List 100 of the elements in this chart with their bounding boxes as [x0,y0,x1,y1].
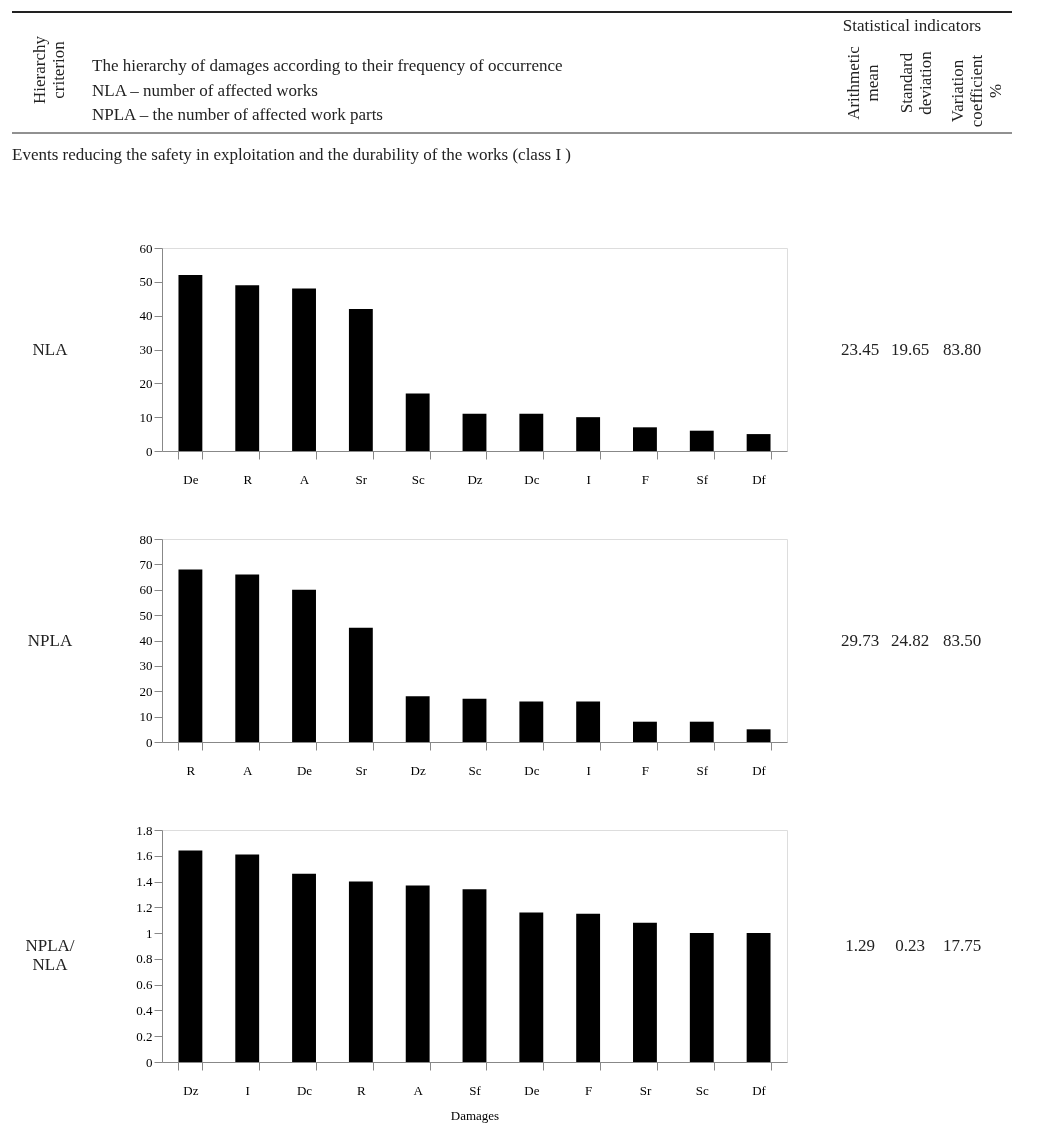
y-axis-title: NPLA [27,630,73,650]
bar [689,430,714,451]
y-tick-label: 1.2 [136,899,153,915]
bar [348,627,373,742]
x-tick-label: A [243,762,254,778]
bar [178,569,203,742]
x-tick-label: Sf [696,471,709,487]
x-tick-label: Dz [467,471,483,487]
chart-title: Events reducing the safety in exploitation and the durability of the works (class I ) [12,145,571,164]
y-tick-label: 80 [139,531,153,547]
text: The hierarchy of damages according to their frequency of occurrence [92,56,563,75]
bar [633,427,657,451]
text: 83.80 [942,339,982,359]
y-axis-title: NLA [32,339,69,359]
text: 29.73 [840,630,880,650]
text: 0.23 [895,936,925,955]
bar [405,885,430,1062]
text: 19.65 [890,339,930,359]
x-tick-label: A [299,471,310,487]
x-tick-label: Sr [639,1082,652,1098]
x-tick-label: F [641,471,650,487]
text: 1.29 [845,936,875,955]
x-tick-label: De [296,762,313,778]
y-tick-label: 30 [139,658,153,674]
text: 23.45 [840,339,880,359]
bar [519,701,544,742]
bar [178,850,203,1062]
y-tick-label: 20 [139,375,153,391]
bar [519,912,544,1062]
x-tick-label: I [586,471,591,487]
x-tick-label: Df [752,1082,767,1098]
x-tick-label: Sf [696,762,709,778]
bar [292,589,316,742]
x-tick-label: Dc [524,471,540,487]
y-tick-label: 20 [139,683,153,699]
y-tick-label: 0.2 [136,1028,153,1044]
y-tick-label: 40 [139,633,153,648]
bar [746,729,771,742]
bar [633,721,657,742]
y-tick-label: 30 [139,342,153,357]
bar [519,413,544,451]
y-tick-label: 40 [139,308,153,324]
text: Variation coefficient % [948,54,1005,128]
y-tick-label: 10 [139,709,153,725]
x-tick-label: F [641,762,650,778]
bar [405,393,430,451]
text: NPLA – the number of affected work parts [92,105,383,124]
y-tick-label: 0 [146,1054,153,1070]
x-tick-label: Sr [355,762,368,778]
y-tick-label: 70 [139,556,153,572]
x-tick-label: Dz [183,1082,199,1098]
x-tick-label: Sc [411,471,425,487]
bar [292,873,316,1062]
text: 83.50 [942,630,982,650]
bar [348,308,373,451]
x-tick-label: R [243,471,253,487]
bar [462,413,487,451]
bar [576,417,601,451]
bar [405,696,430,742]
x-axis-title: Damages [450,1107,500,1123]
x-tick-label: Df [752,471,767,487]
y-tick-label: 0.8 [136,951,153,967]
bar [462,698,487,742]
x-tick-label: Sf [469,1082,482,1098]
x-tick-label: F [585,1082,593,1098]
x-tick-label: Sr [355,471,368,487]
x-tick-label: I [586,762,591,778]
text: Standard deviation [897,50,935,115]
y-tick-label: 50 [139,607,153,623]
y-tick-label: 10 [139,409,153,425]
x-tick-label: Dc [296,1082,313,1098]
bar [235,285,260,451]
x-tick-label: Sc [695,1082,709,1098]
text: Statistical indicators [842,16,982,35]
x-tick-label: I [245,1082,250,1098]
y-tick-label: 1.6 [136,848,153,864]
bar [235,854,260,1062]
x-tick-label: R [186,762,196,778]
x-tick-label: Sc [468,762,482,778]
text: 17.75 [942,936,982,955]
y-tick-label: 0 [146,734,153,750]
y-tick-label: 1.4 [136,874,153,890]
text: 24.82 [890,630,930,650]
y-tick-label: 0.4 [136,1002,153,1018]
bar [576,701,601,742]
bar [348,881,373,1062]
y-tick-label: 60 [139,240,153,256]
bar [746,434,771,451]
x-tick-label: R [357,1082,367,1098]
y-tick-label: 0.6 [136,977,153,993]
x-tick-label: Dz [410,762,426,778]
text: Arithmetic mean [844,45,882,120]
x-tick-label: Dc [524,762,540,778]
text: NLA – number of affected works [92,81,318,100]
bar [633,922,657,1062]
bar [576,913,601,1062]
text: Hierarchy criterion [30,35,68,104]
x-tick-label: Df [752,762,767,778]
y-tick-label: 0 [146,443,153,459]
x-tick-label: De [183,471,199,487]
